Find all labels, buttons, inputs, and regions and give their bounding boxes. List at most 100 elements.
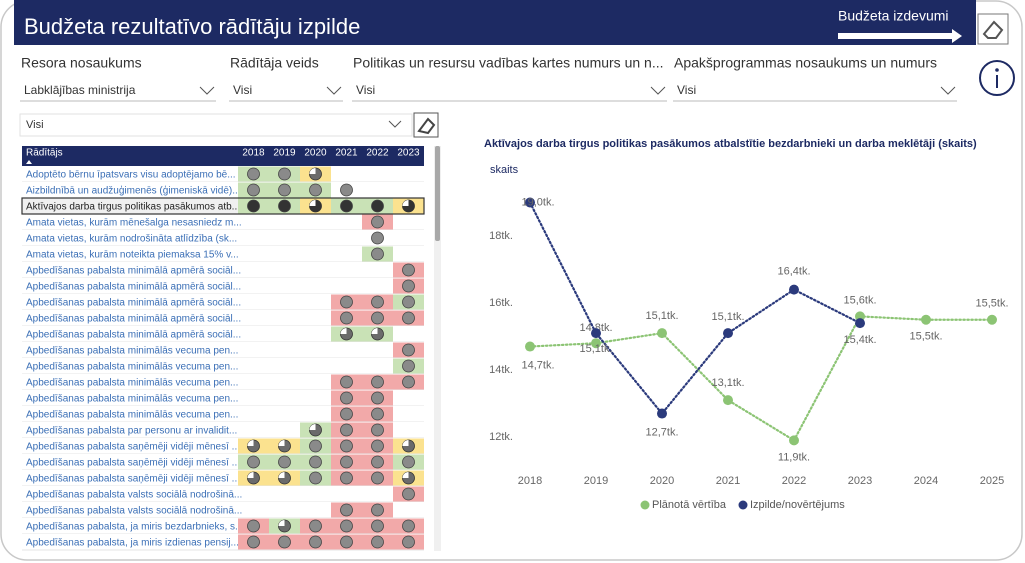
data-point[interactable] [855,318,865,329]
row-bg[interactable] [22,278,424,294]
row-label[interactable]: Apbedīšanas pabalsta valsts sociālā nodr… [26,490,242,501]
status-icon [340,407,353,421]
filter-value[interactable]: Visi [356,83,375,97]
row-label[interactable]: Apbedīšanas pabalsta minimālās vecuma pe… [26,362,238,373]
nav-button-label[interactable]: Budžeta izdevumi [838,8,949,24]
row-bg[interactable] [22,406,424,422]
data-point[interactable] [723,395,733,406]
filter-dropdown[interactable] [229,80,343,102]
table-eraser-icon [417,117,436,135]
row-label[interactable]: Apbedīšanas pabalsta par personu ar inva… [26,426,237,437]
row-label[interactable]: Apbedīšanas pabalsta minimālā apmērā soc… [26,314,241,325]
data-point[interactable] [789,435,799,446]
row-bg[interactable] [22,502,424,518]
data-point[interactable] [525,197,535,208]
filter-value[interactable]: Labklājības ministrija [24,83,136,97]
row-bg[interactable] [22,230,424,246]
row-label[interactable]: Apbedīšanas pabalsta minimālās vecuma pe… [26,378,238,389]
status-icon-sector [309,168,316,174]
status-icon [371,215,384,229]
info-icon-dot [995,68,999,72]
status-icon [247,535,260,549]
row-label[interactable]: Aizbildnībā un audžuģimenēs (ģimeniskā v… [26,184,241,197]
filter-value[interactable]: Visi [233,83,252,97]
status-icon [309,471,322,485]
status-icon [340,455,353,469]
row-label[interactable]: Apbedīšanas pabalsta saņēmēji vidēji mēn… [26,442,240,453]
search-value[interactable]: Visi [26,119,44,131]
search-box[interactable] [19,113,413,137]
row-bg[interactable] [22,486,424,502]
scrollbar-track[interactable] [434,146,441,551]
row-label[interactable]: Amata vietas, kurām mēnešalga nesasniedz… [26,218,242,229]
status-icon [371,295,384,309]
data-point[interactable] [657,328,667,339]
row-bg[interactable] [22,374,424,390]
nav-arrow[interactable] [838,29,962,43]
status-icon-sector [247,472,254,478]
row-bg[interactable] [22,246,424,262]
column-header[interactable]: 2019 [273,148,296,159]
row-label[interactable]: Apbedīšanas pabalsta minimālā apmērā soc… [26,266,241,277]
row-bg[interactable] [22,294,424,310]
status-icon [340,423,353,437]
row-label[interactable]: Apbedīšanas pabalsta minimālā apmērā soc… [26,298,241,309]
row-bg[interactable] [22,310,424,326]
data-point[interactable] [525,341,535,352]
status-icon-sector [402,472,409,478]
row-label[interactable]: Apbedīšanas pabalsta, ja miris izdienas … [26,538,239,549]
row-label[interactable]: Apbedīšanas pabalsta saņēmēji vidēji mēn… [26,458,240,469]
legend-label: Izpilde/novērtējums [750,499,845,511]
data-point[interactable] [987,314,997,325]
row-label[interactable]: Apbedīšanas pabalsta minimālā apmērā soc… [26,330,241,341]
column-header[interactable]: 2018 [242,148,265,159]
column-header[interactable]: 2021 [335,148,358,159]
row-label[interactable]: Amata vietas, kurām noteikta piemaksa 15… [26,250,239,261]
row-bg[interactable] [22,326,424,342]
row-label[interactable]: Amata vietas, kurām nodrošināta atlīdzīb… [26,234,237,245]
row-label[interactable]: Apbedīšanas pabalsta minimālā apmērā soc… [26,282,241,293]
row-label[interactable]: Apbedīšanas pabalsta saņēmēji vidēji mēn… [26,474,240,485]
column-header[interactable]: Rādītājs [26,148,63,159]
data-label: 11,9tk. [778,451,810,463]
row-label[interactable]: Apbedīšanas pabalsta minimālās vecuma pe… [26,346,238,357]
data-point[interactable] [789,284,799,295]
row-bg[interactable] [22,214,424,230]
x-tick-label: 2024 [914,475,938,487]
data-label: 15,1tk. [579,343,612,355]
filter-dropdown[interactable] [352,80,667,102]
row-label[interactable]: Adoptēto bērnu īpatsvars visu adoptējamo… [26,170,236,181]
status-icon [371,519,384,533]
column-header[interactable]: 2022 [366,148,389,159]
filter-dropdown[interactable] [20,80,216,102]
scrollbar-thumb[interactable] [435,146,440,241]
data-point[interactable] [723,328,733,339]
x-tick-label: 2025 [980,475,1004,487]
legend-swatch [738,500,748,510]
status-icon-sector [278,520,285,526]
column-header[interactable]: 2020 [304,148,327,159]
eraser-button[interactable] [977,13,1009,45]
row-label[interactable]: Apbedīšanas pabalsta minimālās vecuma pe… [26,394,238,405]
row-bg[interactable] [22,262,424,278]
nav-button[interactable]: Budžeta izdevumi [838,8,962,43]
filter-dropdown[interactable] [673,80,957,102]
column-header[interactable]: 2023 [397,148,420,159]
data-point[interactable] [591,338,601,349]
data-point[interactable] [591,328,601,339]
data-label: 14,7tk. [521,359,554,371]
data-label: 15,1tk. [645,310,678,322]
row-label[interactable]: Aktīvajos darba tirgus politikas pasākum… [26,202,240,213]
row-bg[interactable] [22,342,424,358]
data-point[interactable] [921,314,931,325]
row-label[interactable]: Apbedīšanas pabalsta minimālās vecuma pe… [26,410,238,421]
row-label[interactable]: Apbedīšanas pabalsta valsts sociālā nodr… [26,506,242,517]
row-bg[interactable] [22,390,424,406]
row-label[interactable]: Apbedīšanas pabalsta, ja miris bezdarbni… [26,522,243,533]
data-point[interactable] [657,408,667,419]
status-icon [340,439,353,453]
filter-value[interactable]: Visi [677,83,696,97]
row-bg[interactable] [22,358,424,374]
series-line [528,201,862,416]
